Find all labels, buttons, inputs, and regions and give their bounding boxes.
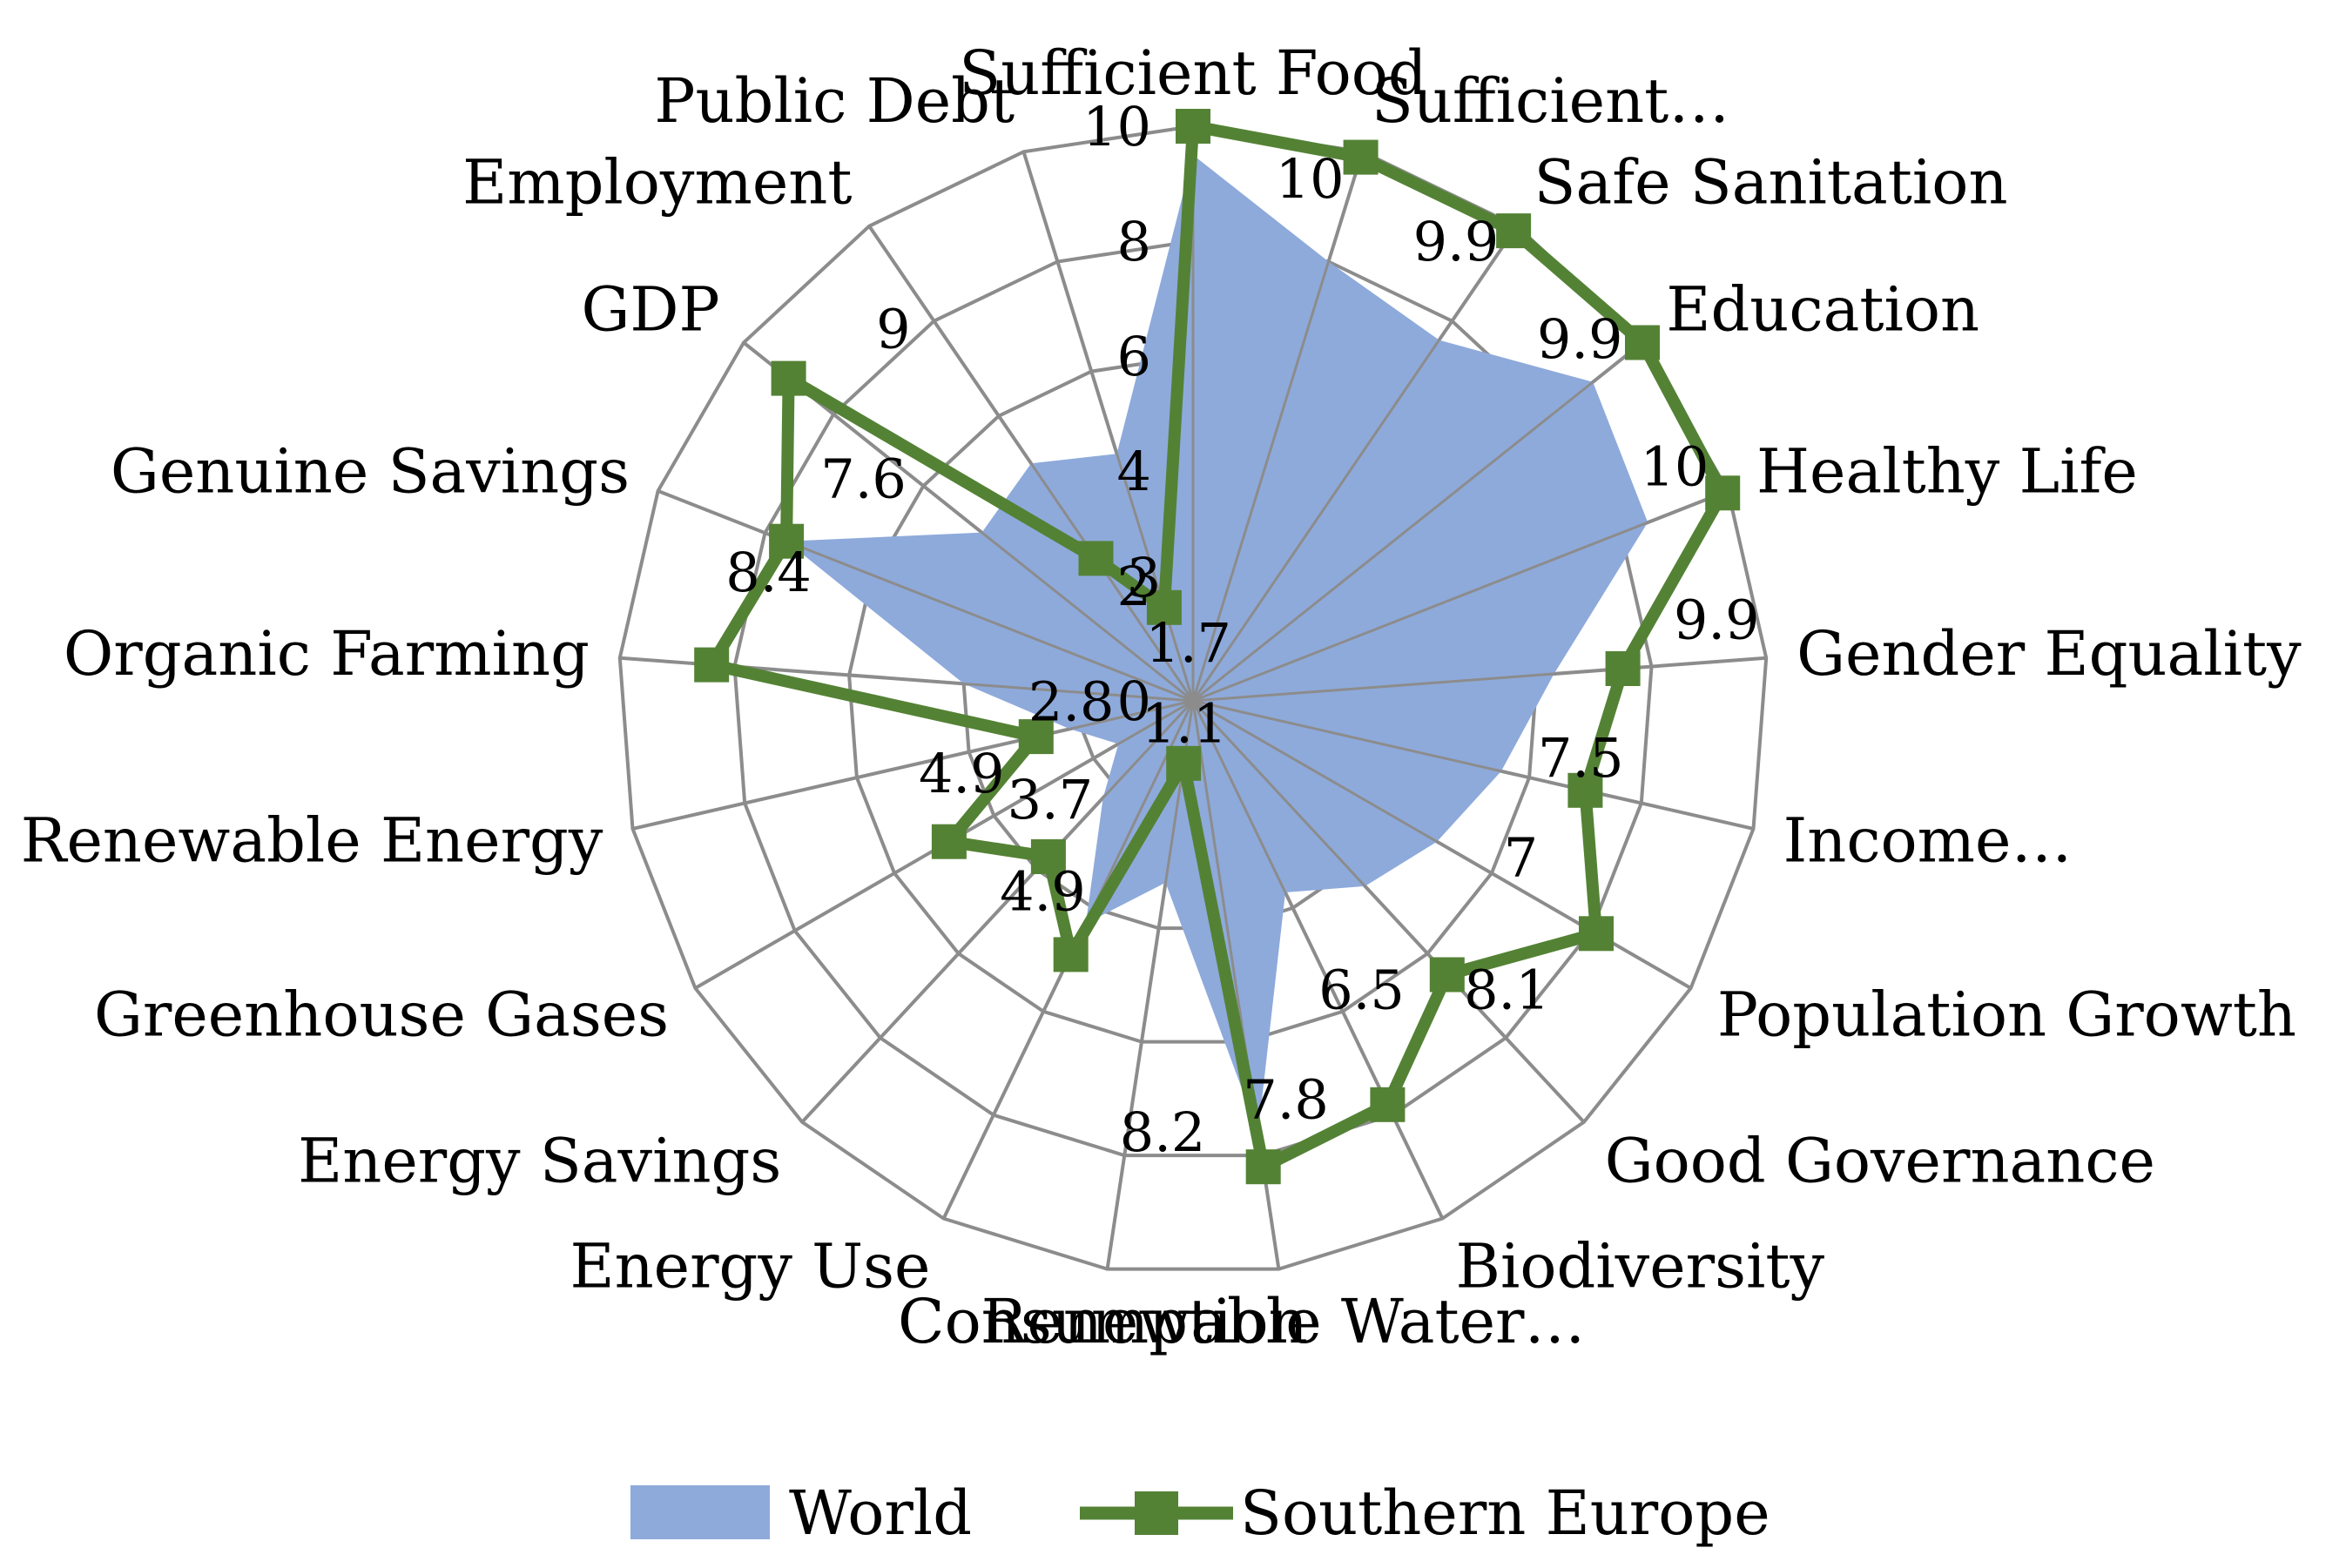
category-label-renewable-energy: Renewable Energy	[21, 804, 603, 876]
marker-southern-europe-gender-equality	[1605, 651, 1641, 686]
category-label-good-governance: Good Governance	[1605, 1126, 2155, 1197]
marker-southern-europe-safe-sanitation	[1496, 213, 1532, 249]
marker-southern-europe-biodiversity	[1370, 1087, 1406, 1122]
data-label-consumption: 1.1	[1142, 692, 1228, 756]
radial-tick-label: 8	[1117, 210, 1151, 273]
data-label-genuine-savings: 7.6	[820, 448, 907, 511]
data-label-renewable-energy: 2.8	[1028, 670, 1115, 734]
data-label-gdp: 9	[876, 297, 910, 360]
marker-southern-europe-healthy-life	[1705, 475, 1741, 511]
marker-southern-europe-gdp	[771, 360, 806, 396]
data-label-sufficient-food: 10	[1276, 147, 1345, 211]
marker-southern-europe-genuine-savings	[769, 523, 805, 559]
data-label-sufficient: 9.9	[1413, 210, 1500, 273]
data-label-energy-savings: 3.7	[1008, 768, 1094, 831]
legend-label-world: World	[789, 1477, 972, 1549]
series-southern-europe-line	[705, 120, 1729, 1174]
grid-spoke-overlay	[867, 225, 1195, 702]
radial-tick-label: 4	[1117, 440, 1151, 503]
grid-spoke-overlay	[1191, 699, 1585, 1123]
category-label-gender-equality: Gender Equality	[1797, 618, 2302, 690]
grid-spoke-overlay	[1192, 341, 1643, 703]
marker-southern-europe-energy-savings	[1030, 839, 1066, 874]
category-label-biodiversity: Biodiversity	[1456, 1231, 1825, 1302]
radial-tick-label: 10	[1082, 95, 1151, 158]
category-label-education: Education	[1666, 274, 1979, 346]
data-label-public-debt: 1.7	[1145, 611, 1231, 675]
data-label-good-governance: 6.5	[1318, 959, 1405, 1022]
category-label-energy-savings: Energy Savings	[298, 1126, 781, 1197]
category-label-public-debt: Public Debt	[654, 65, 1015, 137]
data-label-organic-farming: 8.4	[725, 541, 812, 604]
category-label-gdp: GDP	[581, 274, 719, 346]
category-label-employment: Employment	[462, 146, 852, 218]
marker-southern-europe-population-growth	[1579, 916, 1614, 952]
grid-spoke-overlay	[1192, 699, 1754, 831]
radial-ticks: 0 2 4 6 8 10	[1082, 95, 1151, 733]
radial-tick-label: 6	[1117, 325, 1151, 388]
category-label-consumption: Consumption	[898, 1286, 1308, 1357]
grid-spoke-overlay	[1192, 489, 1729, 703]
data-label-healthy-life: 9.9	[1674, 589, 1760, 652]
grid-spoke-overlay	[1192, 656, 1767, 703]
marker-southern-europe-sufficient	[1343, 139, 1379, 175]
legend-label-southern-europe: Southern Europe	[1240, 1477, 1770, 1549]
series-layer	[619, 109, 1767, 1269]
category-label-renewable-water: Renewable Water…	[981, 1286, 1586, 1357]
category-label-income: Income…	[1783, 804, 2073, 876]
data-label-education: 10	[1640, 435, 1709, 499]
data-label-renewable-water: 8.2	[1120, 1100, 1206, 1164]
marker-southern-europe-public-debt	[1146, 589, 1182, 625]
data-label-population-growth: 8.1	[1464, 958, 1550, 1021]
data-labels: 109.99.9109.97.578.16.57.88.21.14.93.74.…	[725, 147, 1759, 1164]
data-label-greenhouse-gases: 4.9	[919, 742, 1005, 805]
category-label-safe-sanitation: Safe Sanitation	[1534, 146, 2008, 218]
category-label-sufficient-food: Sufficient Food	[959, 37, 1426, 109]
marker-southern-europe-renewable-energy	[1018, 719, 1054, 755]
grid-spoke-overlay	[1191, 700, 1444, 1220]
marker-southern-europe-energy-use	[1053, 937, 1089, 972]
marker-southern-europe-income	[1567, 772, 1603, 808]
center-dot	[1184, 692, 1202, 710]
legend-marker-southern-europe	[1135, 1491, 1178, 1535]
marker-southern-europe-consumption	[1166, 745, 1202, 781]
grid-spoke-overlay	[1106, 700, 1195, 1269]
radial-tick-label: 2	[1117, 555, 1151, 618]
marker-southern-europe-employment	[1078, 541, 1114, 576]
grid-spoke-overlay	[657, 489, 1194, 703]
category-label-healthy-life: Healthy Life	[1756, 436, 2138, 508]
data-label-energy-use: 4.9	[1000, 859, 1086, 923]
grid-spoke-overlay	[801, 699, 1195, 1123]
category-label-sufficient: Sufficient…	[1372, 65, 1729, 137]
data-label-safe-sanitation: 9.9	[1537, 307, 1623, 371]
marker-southern-europe-education	[1625, 325, 1660, 360]
data-label-biodiversity: 7.8	[1243, 1068, 1329, 1132]
data-label-gender-equality: 7.5	[1538, 726, 1624, 790]
legend: World Southern Europe	[630, 1477, 1770, 1549]
grid-spoke-overlay	[1191, 225, 1519, 702]
marker-southern-europe-greenhouse-gases	[931, 824, 967, 859]
marker-southern-europe-good-governance	[1429, 957, 1465, 993]
radial-tick-label: 0	[1117, 670, 1151, 733]
category-label-genuine-savings: Genuine Savings	[111, 436, 630, 508]
category-label-organic-farming: Organic Farming	[64, 618, 590, 690]
data-label-income: 7	[1504, 825, 1538, 889]
series-world-area	[786, 155, 1648, 1133]
marker-southern-europe-renewable-water	[1245, 1149, 1281, 1185]
category-label-population-growth: Population Growth	[1717, 979, 2296, 1051]
legend-swatch-world	[630, 1485, 770, 1539]
grid-spoke-overlay	[1191, 151, 1364, 702]
data-label-employment: 3	[1127, 546, 1161, 609]
grid-spoke-overlay	[632, 699, 1194, 831]
category-label-greenhouse-gases: Greenhouse Gases	[94, 979, 669, 1051]
category-label-energy-use: Energy Use	[570, 1231, 930, 1302]
marker-southern-europe-organic-farming	[694, 647, 730, 683]
marker-southern-europe-sufficient-food	[1176, 109, 1210, 144]
